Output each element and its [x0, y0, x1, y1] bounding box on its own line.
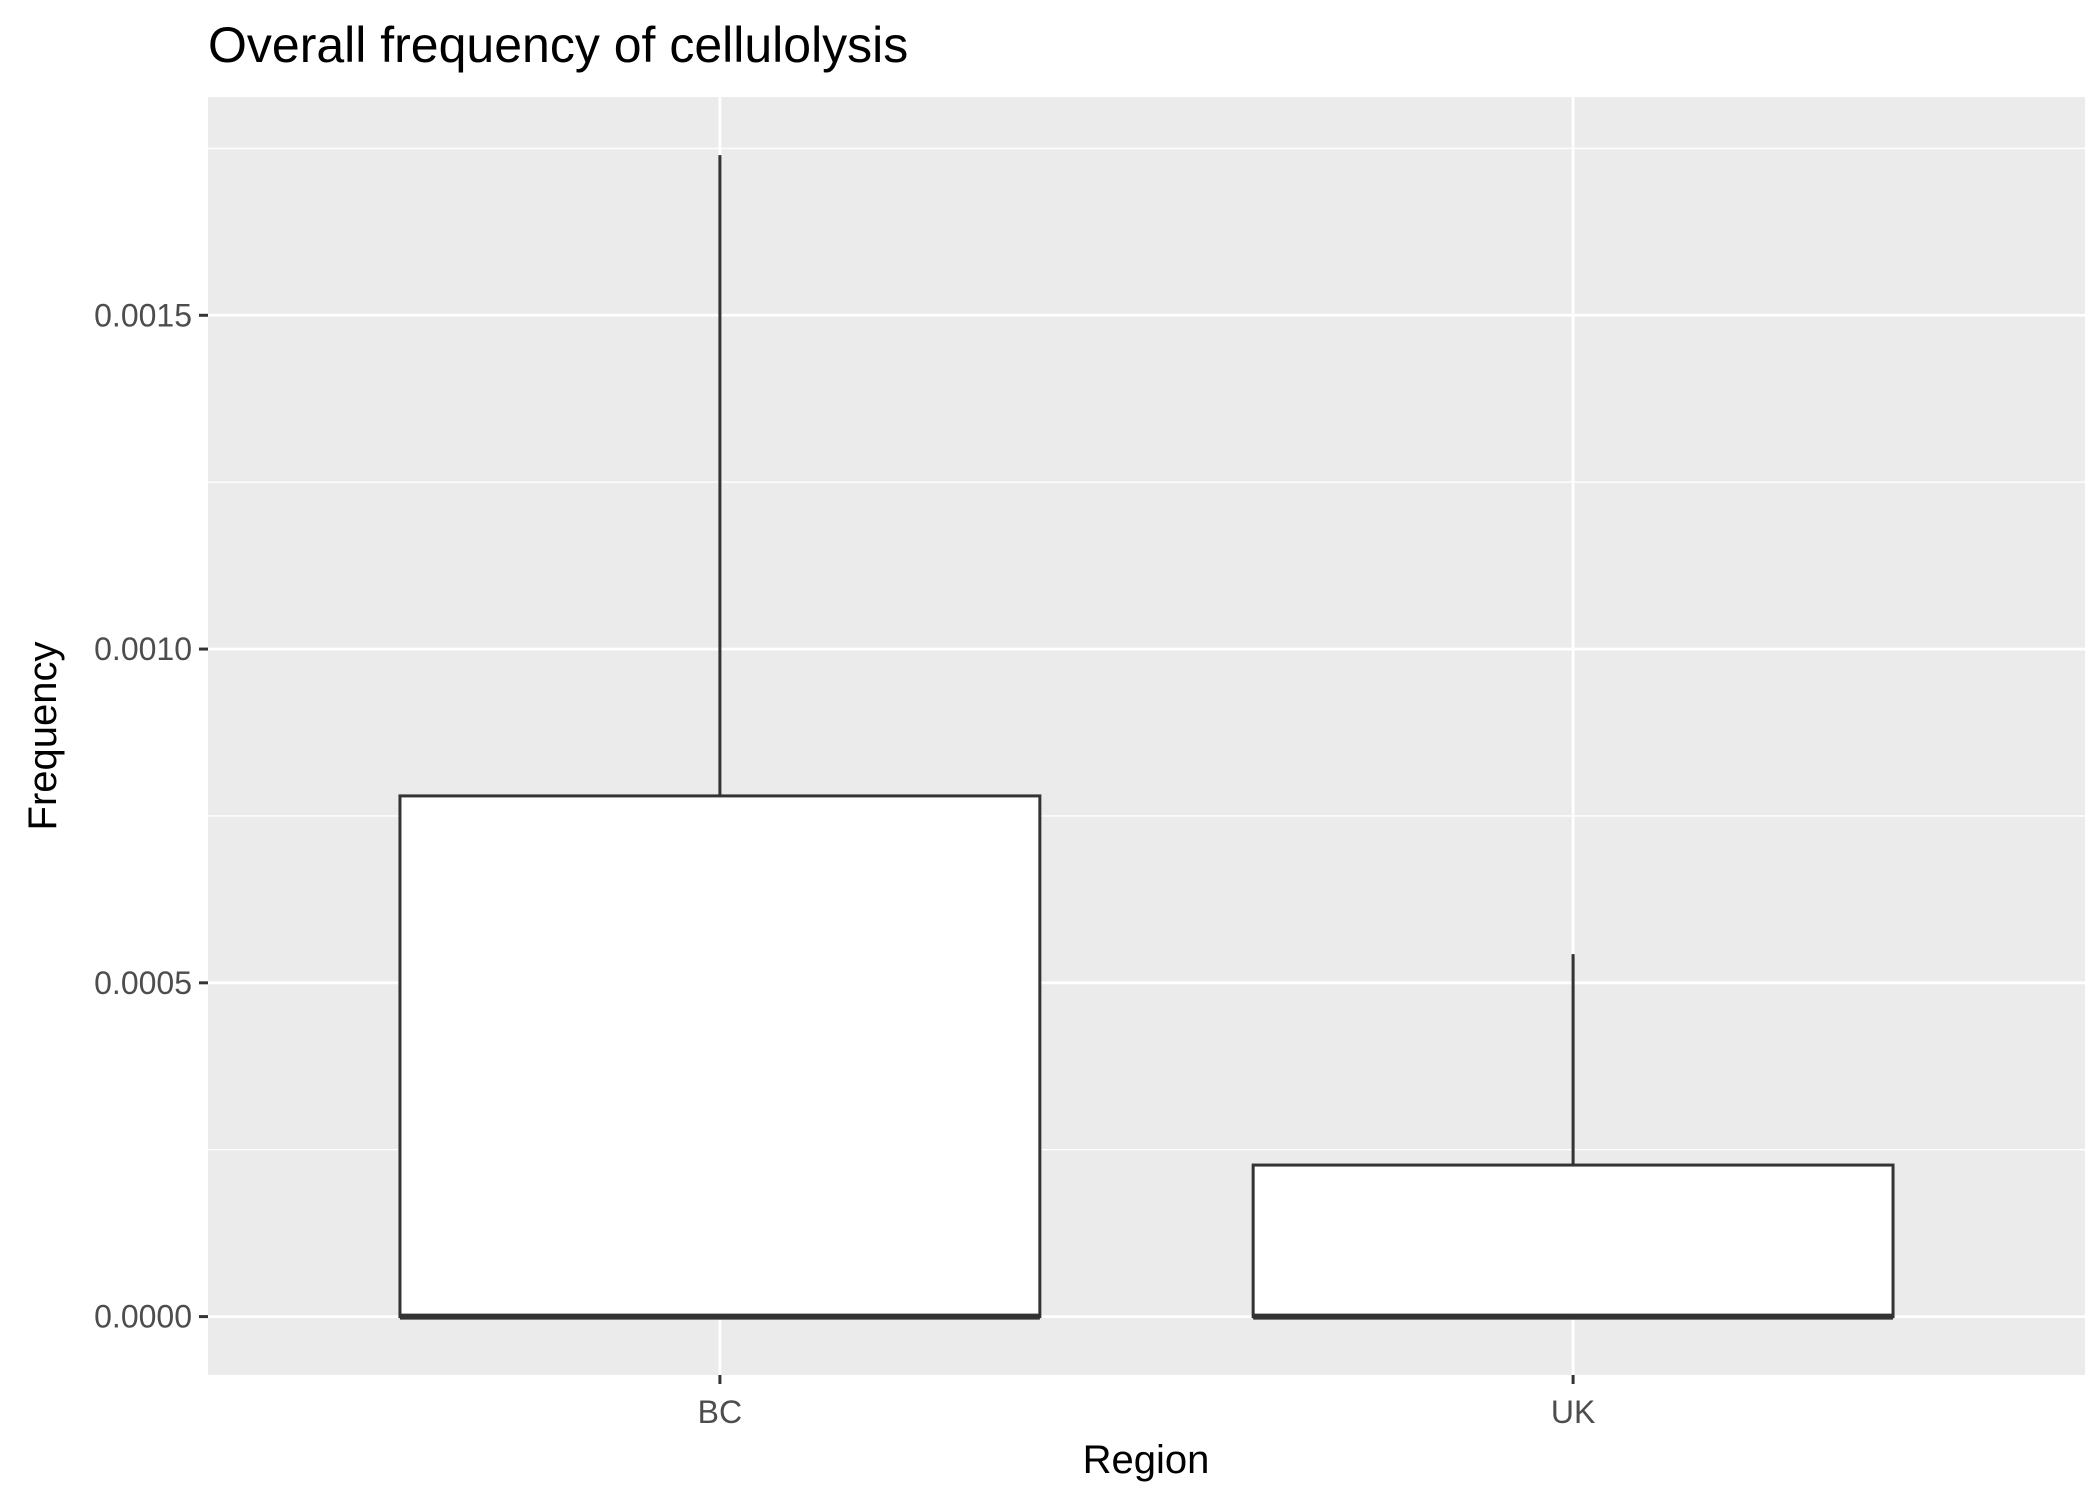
y-axis: 0.0000 0.0005 0.0010 0.0015: [94, 297, 208, 1335]
x-tick-label: UK: [1551, 1394, 1595, 1430]
box-uk: [1251, 954, 1895, 1320]
x-axis-title: Region: [1083, 1438, 1210, 1482]
box-body: [398, 794, 1042, 1319]
boxes: [398, 155, 1895, 1320]
y-axis-title: Frequency: [21, 642, 65, 831]
y-tick-label: 0.0000: [94, 1299, 192, 1335]
y-tick-label: 0.0005: [94, 965, 192, 1001]
y-tick-label: 0.0015: [94, 297, 192, 333]
chart-title: Overall frequency of cellulolysis: [208, 17, 908, 73]
y-tick-label: 0.0010: [94, 631, 192, 667]
box-bc: [398, 155, 1042, 1320]
x-tick-label: BC: [698, 1394, 742, 1430]
box-body: [1251, 1163, 1895, 1319]
x-axis: BC UK: [698, 1375, 1595, 1430]
